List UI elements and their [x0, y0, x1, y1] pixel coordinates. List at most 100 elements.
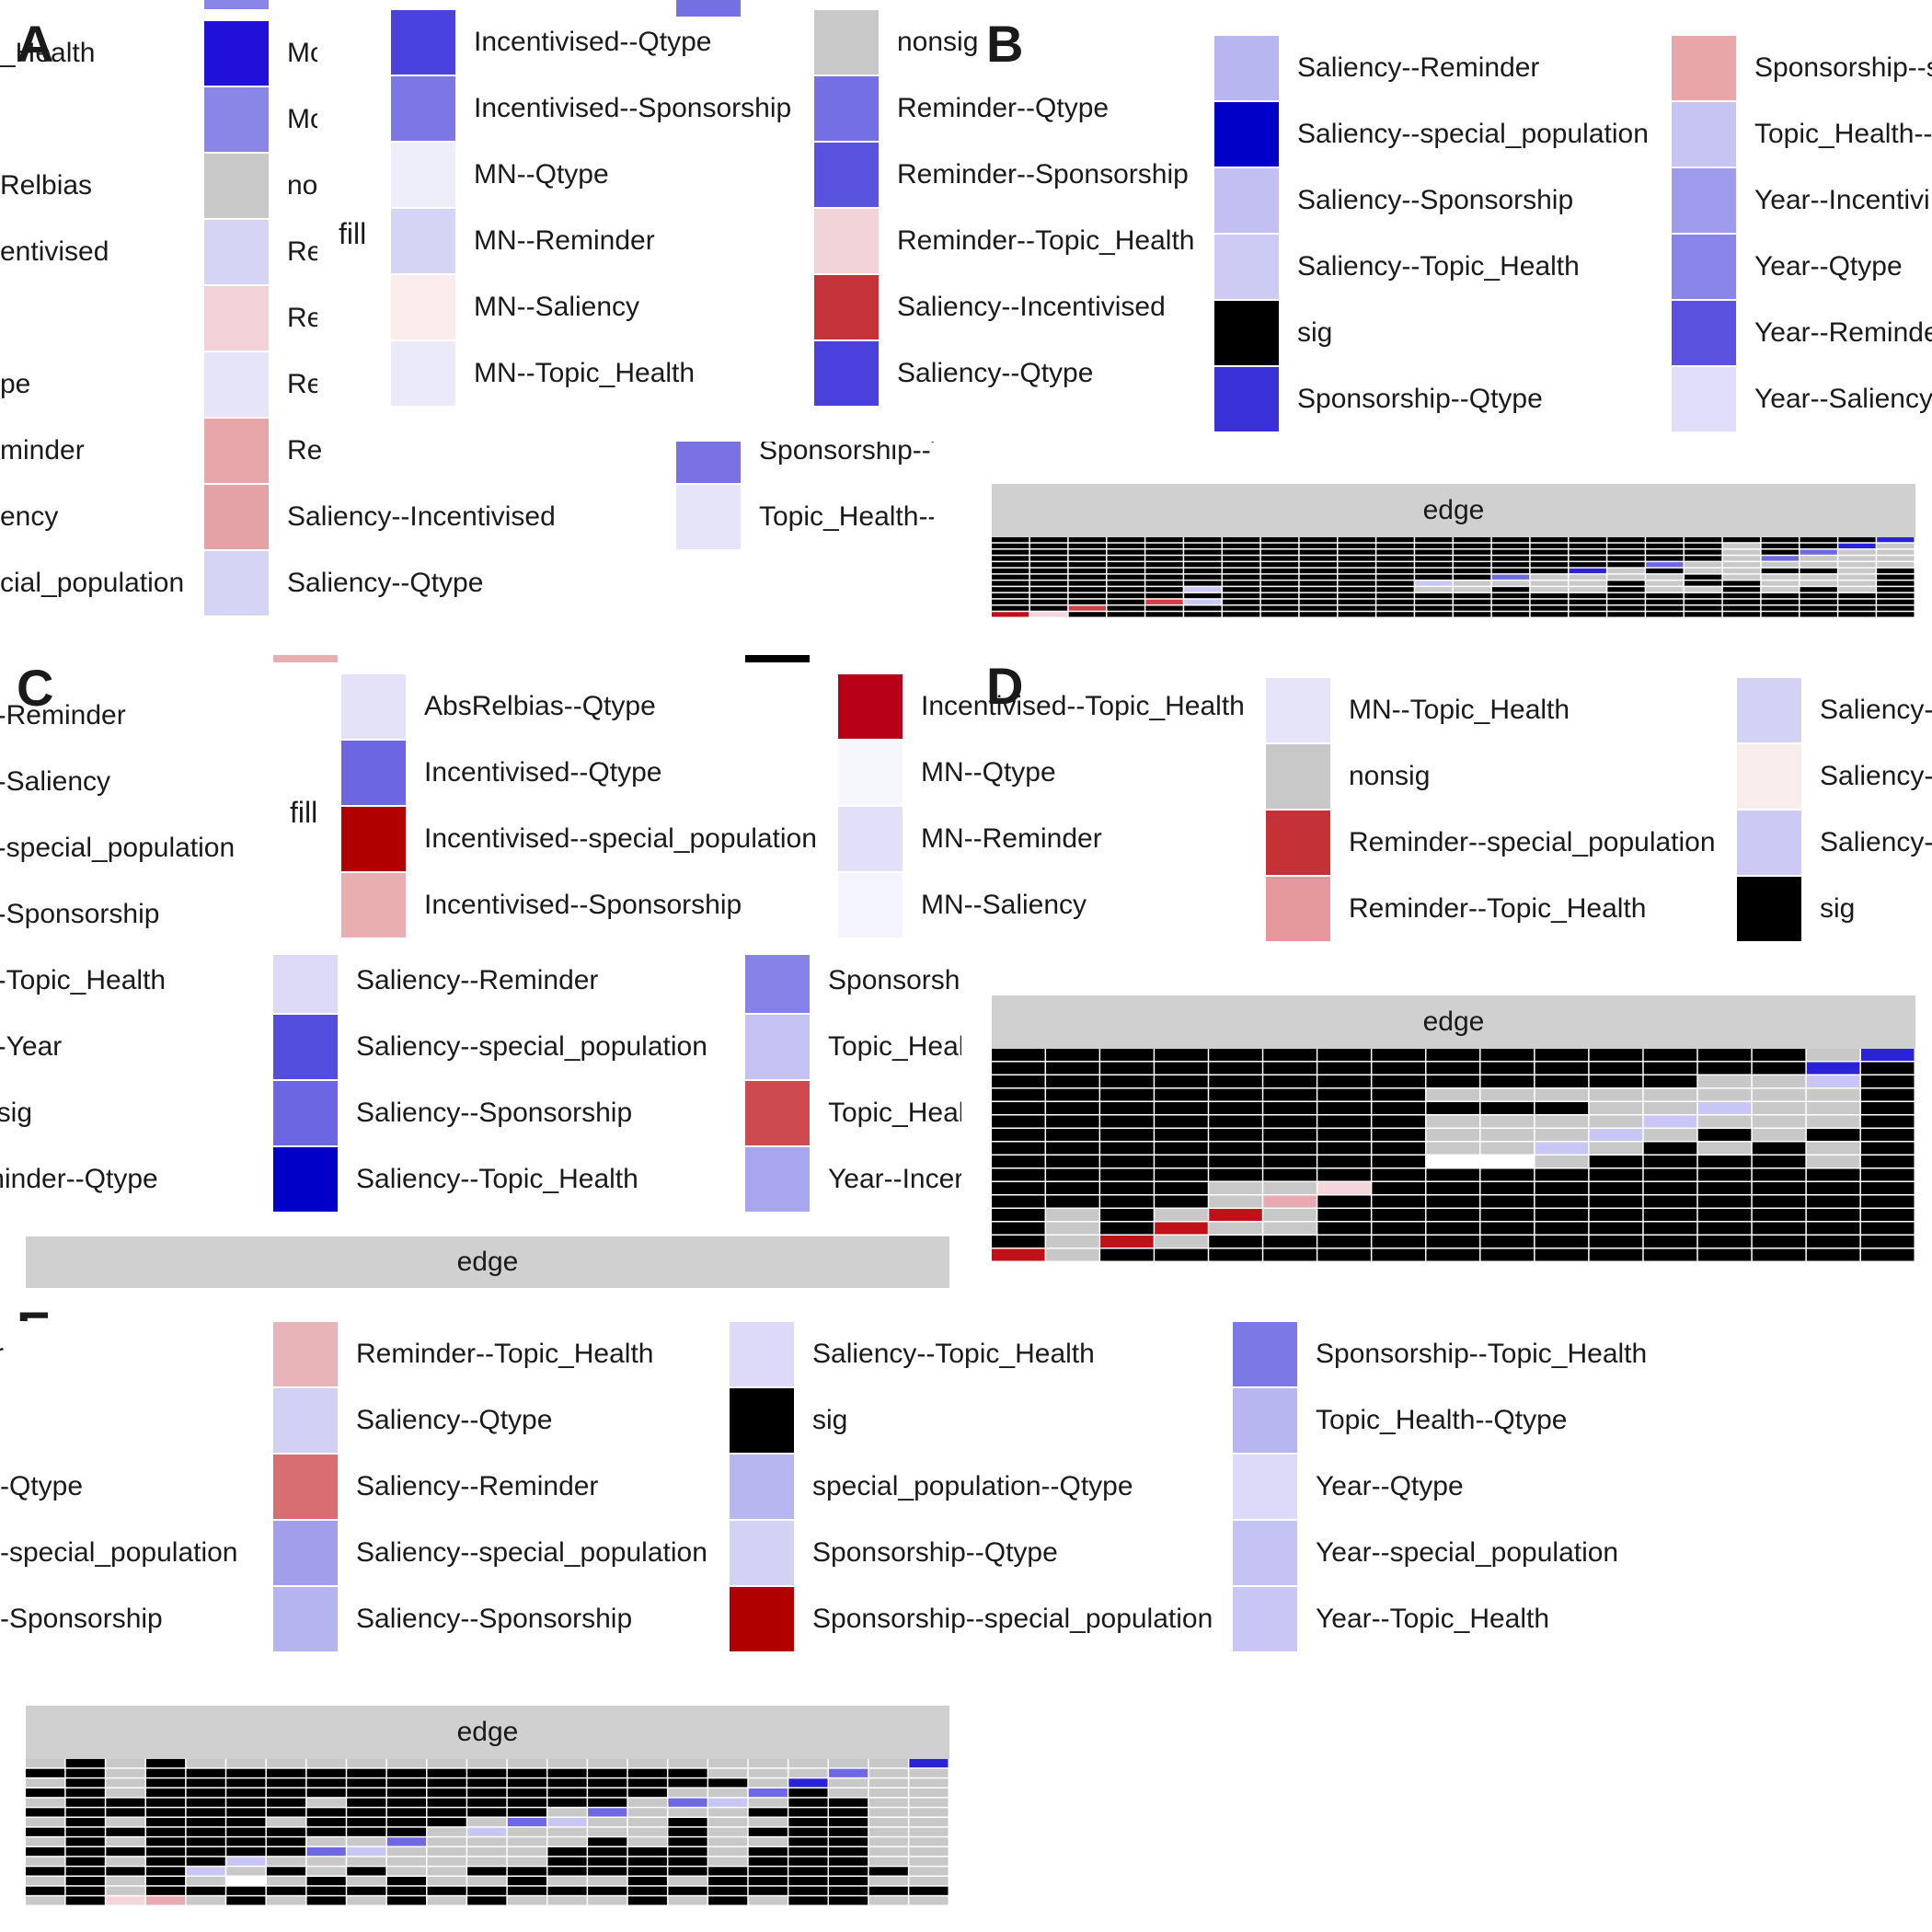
heatmap-cell: [266, 1788, 306, 1798]
heatmap-cell: [627, 1818, 667, 1827]
heatmap-cell: [26, 1847, 65, 1857]
heatmap-cell: [1145, 587, 1183, 592]
heatmap-cell: [588, 1818, 627, 1827]
legend-swatch: [1672, 168, 1736, 233]
heatmap-cell: [1209, 1182, 1262, 1194]
legend-item-saliency-special-population: Saliency--special_population: [273, 1520, 707, 1586]
heatmap-cell: [1260, 543, 1299, 549]
heatmap-cell: [748, 1818, 788, 1827]
heatmap-cell: [1800, 549, 1837, 555]
panel-b-heatmap-svg: [992, 537, 1915, 617]
heatmap-cell: [186, 1798, 225, 1807]
heatmap-cell: [1263, 1142, 1317, 1155]
legend-item-year-saliency: Year--Saliency: [1672, 366, 1932, 432]
legend-swatch: [1266, 811, 1330, 875]
heatmap-cell: [1372, 1102, 1425, 1114]
heatmap-cell: [547, 1857, 587, 1866]
heatmap-cell: [829, 1759, 868, 1768]
heatmap-cell: [1107, 599, 1144, 604]
heatmap-cell: [1426, 1129, 1480, 1141]
heatmap-cell: [1209, 1129, 1262, 1141]
heatmap-cell: [588, 1896, 627, 1905]
heatmap-cell: [1376, 605, 1414, 611]
heatmap-cell: [1415, 587, 1453, 592]
heatmap-cell: [909, 1877, 949, 1886]
heatmap-cell: [1372, 1115, 1425, 1128]
heatmap-cell: [1155, 1075, 1208, 1087]
heatmap-cell: [145, 1759, 186, 1768]
heatmap-cell: [386, 1877, 427, 1886]
heatmap-cell: [1569, 556, 1606, 561]
heatmap-cell: [1223, 581, 1260, 586]
heatmap-cell: [1589, 1248, 1643, 1261]
heatmap-cell: [1263, 1195, 1317, 1208]
heatmap-cell: [1535, 1248, 1589, 1261]
heatmap-cell: [627, 1798, 667, 1807]
heatmap-cell: [1480, 1209, 1535, 1221]
legend-d: MN--Topic_Health nonsig Reminder--special_…: [1266, 677, 1932, 953]
heatmap-cell: [507, 1768, 546, 1777]
heatmap-cell: [226, 1788, 266, 1798]
heatmap-cell: [1643, 1248, 1697, 1261]
heatmap-cell: [992, 599, 1029, 604]
heatmap-cell: [1800, 599, 1837, 604]
heatmap-cell: [26, 1768, 65, 1777]
legend-item-mn-qtype: MN--Qtype: [838, 740, 1056, 806]
heatmap-cell: [1184, 556, 1222, 561]
heatmap-cell: [1260, 599, 1299, 604]
heatmap-cell: [788, 1837, 828, 1846]
heatmap-cell: [1722, 543, 1761, 549]
legend-swatch: [1233, 1322, 1297, 1386]
heatmap-cell: [992, 592, 1029, 599]
heatmap-cell: [1838, 568, 1876, 574]
heatmap-cell: [1535, 1156, 1589, 1167]
heatmap-cell: [1426, 1168, 1480, 1181]
heatmap-cell: [467, 1818, 507, 1827]
legend-a-bg-item: Re: [204, 418, 322, 484]
heatmap-cell: [868, 1886, 908, 1895]
heatmap-cell: [1372, 1049, 1425, 1061]
heatmap-cell: [106, 1886, 145, 1895]
heatmap-cell: [788, 1788, 828, 1798]
heatmap-cell: [386, 1886, 427, 1895]
heatmap-cell: [1800, 581, 1837, 586]
heatmap-cell: [1338, 592, 1375, 599]
legend-label: Saliency--Reminder: [1297, 52, 1540, 83]
legend-item-mn-reminder: MN--Reminder: [391, 208, 655, 274]
heatmap-cell: [1454, 587, 1491, 592]
heatmap-cell: [1317, 1182, 1371, 1194]
legend-label: Sponsorship--Qtype: [812, 1537, 1058, 1568]
legend-item-reminder-topic-health: Reminder--Topic_Health: [273, 1321, 653, 1387]
panel-e-heatmap-svg: [26, 1759, 949, 1905]
heatmap-cell: [1491, 599, 1530, 604]
heatmap-cell: [1800, 592, 1837, 599]
heatmap-cell: [226, 1759, 266, 1768]
heatmap-cell: [1107, 592, 1144, 599]
heatmap-cell: [226, 1867, 266, 1876]
legend-c-bg-text: l--Sponsorship: [0, 899, 160, 929]
heatmap-cell: [1800, 574, 1837, 580]
heatmap-cell: [1752, 1102, 1806, 1114]
heatmap-cell: [1372, 1248, 1425, 1261]
legend-label: Sponsorship--Topic_Health: [1316, 1339, 1648, 1369]
legend-item-reminder-topic-health: Reminder--Topic_Health: [814, 208, 1194, 274]
heatmap-cell: [507, 1788, 546, 1798]
heatmap-cell: [1145, 556, 1183, 561]
heatmap-cell: [145, 1788, 186, 1798]
legend-item-saliency-sponsorship: Saliency--Sponsorship: [273, 1586, 632, 1652]
heatmap-cell: [868, 1778, 908, 1788]
heatmap-cell: [868, 1857, 908, 1866]
legend-a-swatch-partial: [204, 0, 269, 9]
heatmap-cell: [1046, 1195, 1099, 1208]
heatmap-cell: [226, 1886, 266, 1895]
heatmap-cell: [588, 1788, 627, 1798]
heatmap-cell: [145, 1896, 186, 1905]
legend-label: Saliency--Topic_Health: [1297, 251, 1580, 282]
heatmap-cell: [1860, 1115, 1915, 1128]
heatmap-cell: [992, 562, 1029, 568]
legend-swatch: [273, 949, 338, 1013]
heatmap-cell: [1223, 556, 1260, 561]
legend-swatch: [1737, 678, 1801, 742]
heatmap-cell: [1646, 592, 1684, 599]
heatmap-cell: [1877, 568, 1915, 574]
